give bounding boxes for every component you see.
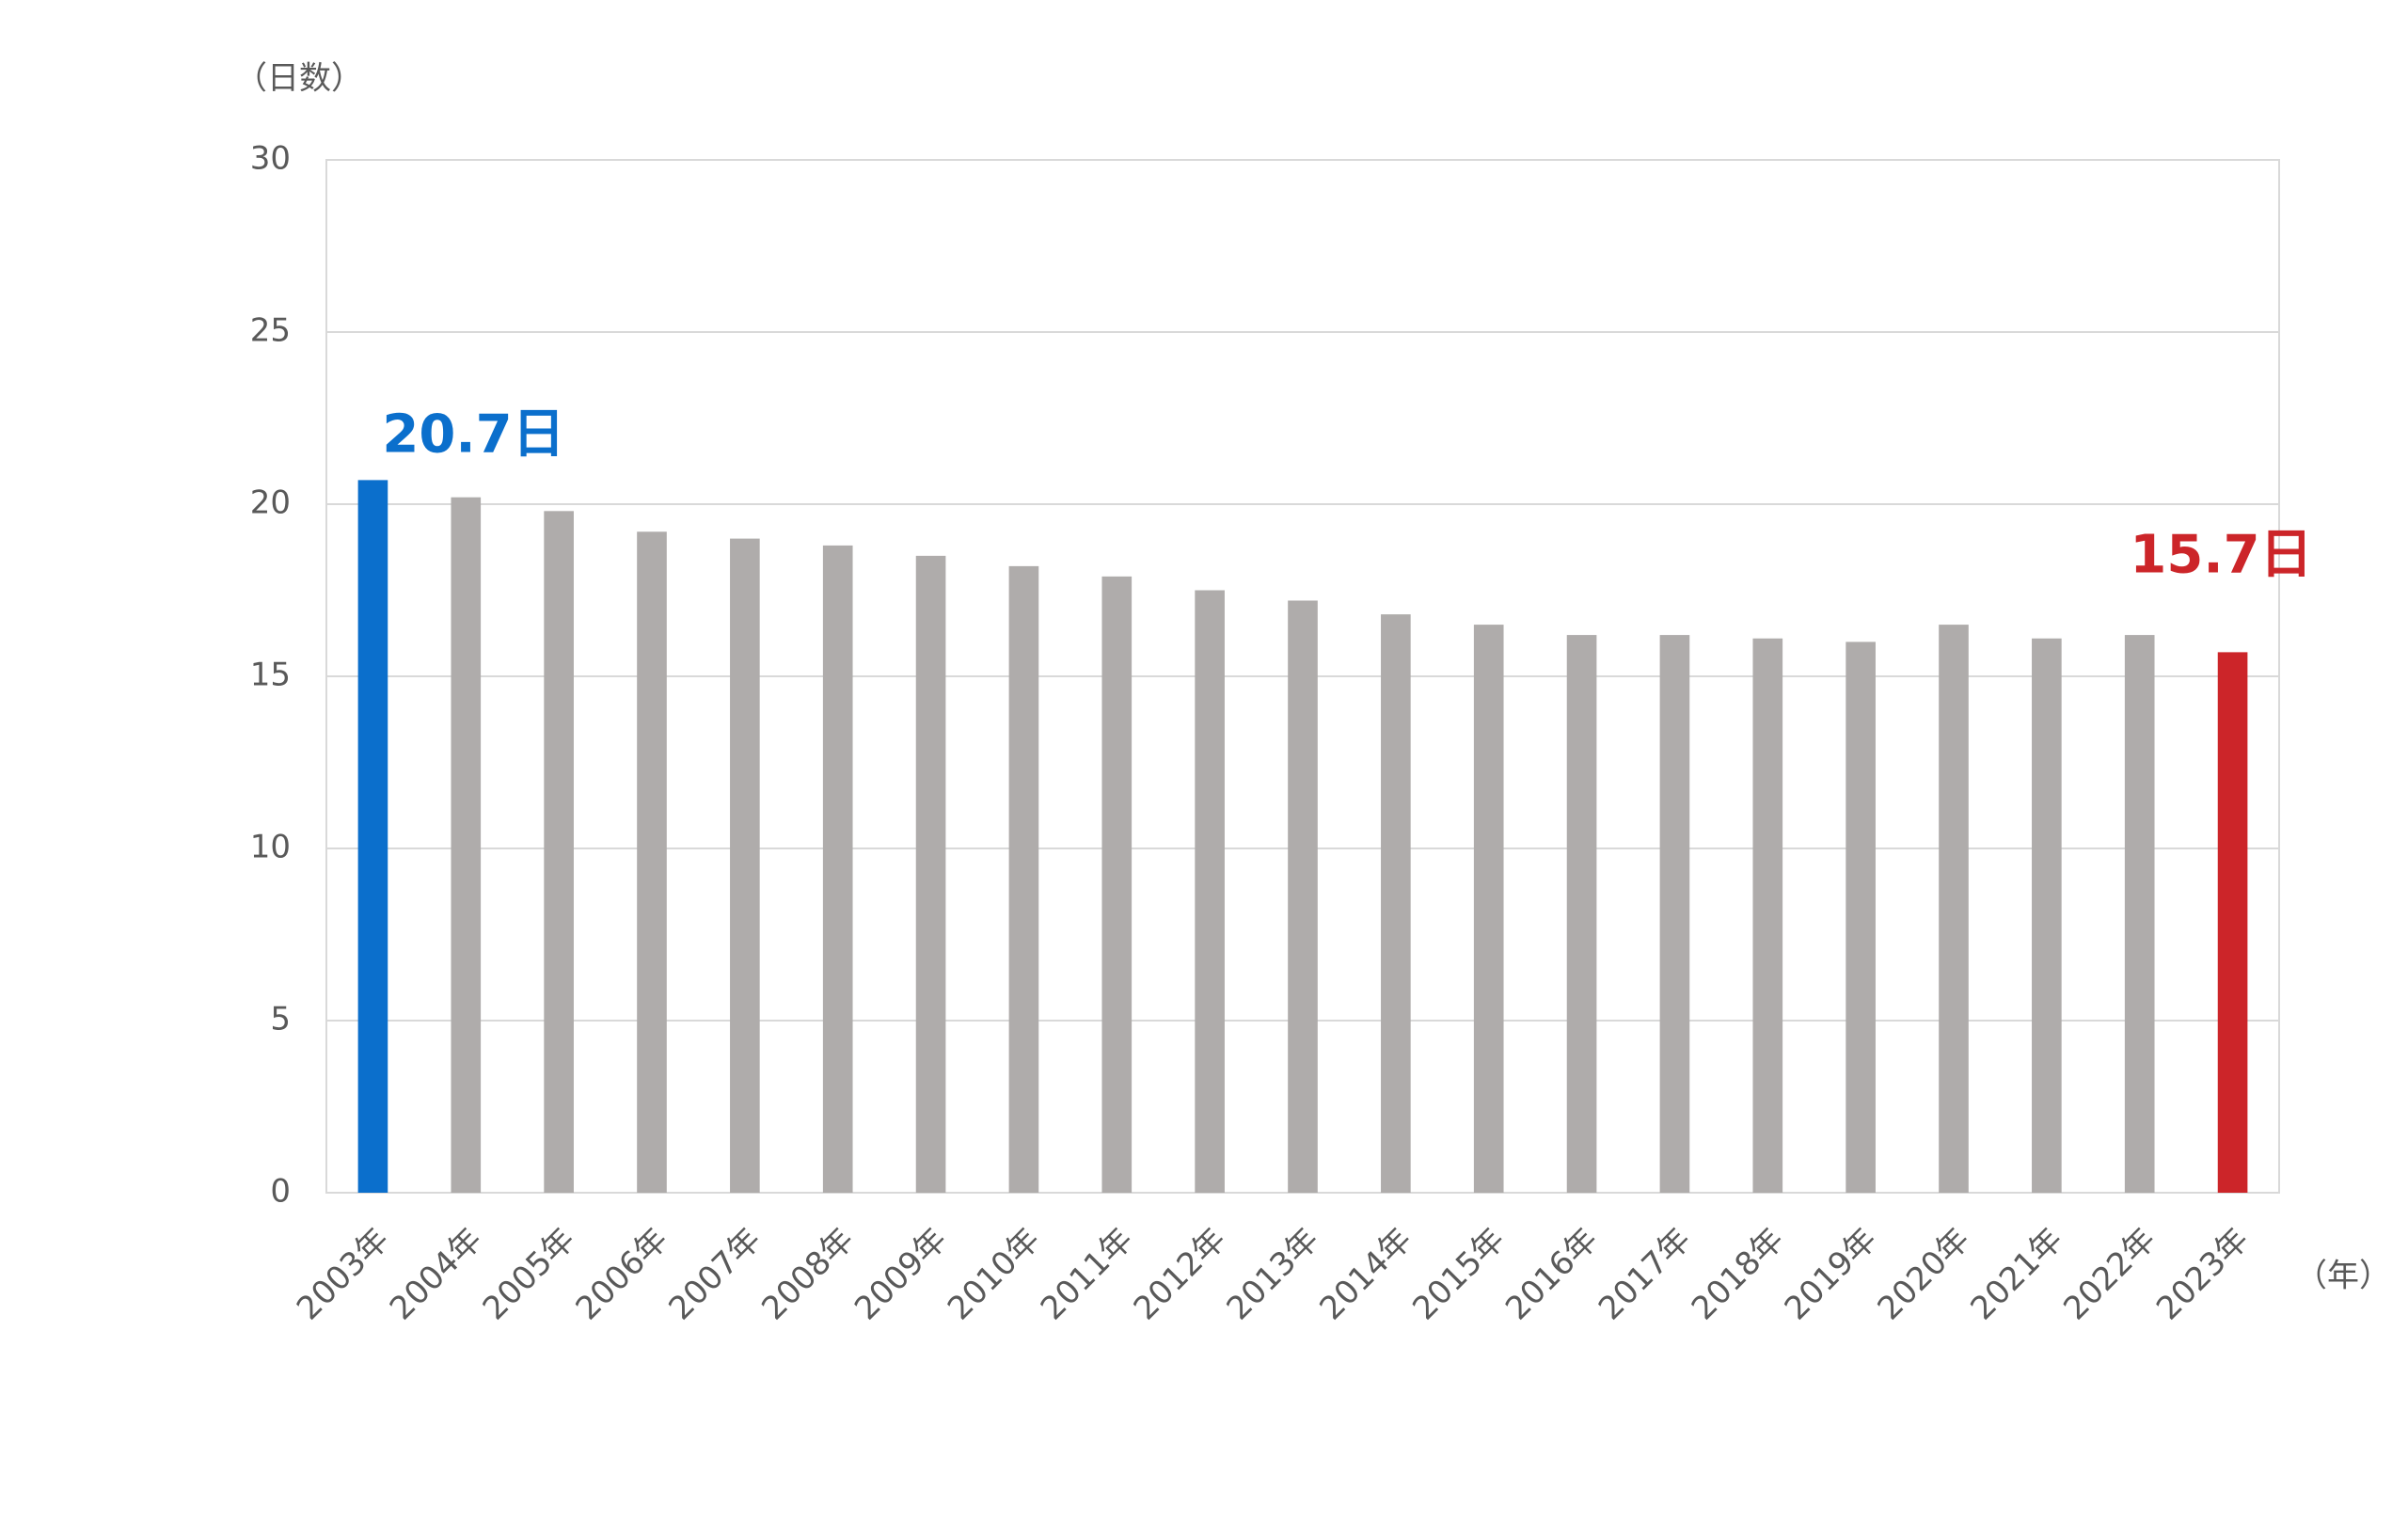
y-tick-label: 10 (250, 829, 291, 866)
bar (637, 531, 667, 1193)
y-tick-label: 20 (250, 484, 291, 522)
bar (1752, 638, 1783, 1193)
x-tick-label: 2009年 (848, 1221, 955, 1328)
bar (451, 497, 482, 1193)
x-tick-label: 2017年 (1592, 1221, 1699, 1328)
x-tick-label: 2008年 (754, 1221, 862, 1328)
bar (1659, 635, 1690, 1193)
bar (1566, 635, 1597, 1193)
bar (1473, 625, 1504, 1193)
bar (544, 511, 574, 1193)
bar (730, 538, 760, 1193)
data-label: 20.7日 (382, 404, 564, 466)
bar (1288, 600, 1318, 1193)
bar (1381, 614, 1411, 1193)
bar (1939, 625, 1969, 1193)
y-tick-label: 5 (270, 1001, 291, 1038)
x-tick-label: 2003年 (290, 1221, 397, 1328)
x-tick-label: 2019年 (1778, 1221, 1885, 1328)
y-tick-label: 15 (250, 657, 291, 694)
x-tick-label: 2010年 (941, 1221, 1048, 1328)
bar (1101, 576, 1133, 1193)
bar (1846, 642, 1876, 1193)
x-tick-label: 2018年 (1685, 1221, 1792, 1328)
data-label: 15.7日 (2130, 525, 2312, 586)
x-tick-label: 2012年 (1127, 1221, 1234, 1328)
x-tick-label: 2005年 (476, 1221, 583, 1328)
x-tick-label: 2011年 (1034, 1221, 1141, 1328)
x-tick-label: 2007年 (661, 1221, 768, 1328)
x-tick-label: 2006年 (569, 1221, 676, 1328)
bar (1195, 590, 1225, 1193)
x-tick-label: 2022年 (2056, 1221, 2163, 1328)
x-tick-label: 2021年 (1963, 1221, 2070, 1328)
x-tick-label: 2014年 (1312, 1221, 1419, 1328)
bar (2217, 652, 2248, 1193)
y-tick-label: 0 (270, 1173, 291, 1211)
x-tick-label: 2015年 (1405, 1221, 1513, 1328)
x-tick-label: 2004年 (383, 1221, 490, 1328)
y-axis-label: （日数） (235, 60, 363, 98)
bar (822, 545, 853, 1193)
bar (915, 555, 946, 1193)
bar (357, 480, 388, 1193)
bar (2124, 635, 2155, 1193)
bar (2032, 638, 2062, 1193)
bar (1008, 565, 1039, 1193)
x-axis-label: （年） (2295, 1258, 2391, 1295)
x-tick-label: 2020年 (1871, 1221, 1978, 1328)
x-tick-label: 2023年 (2149, 1221, 2257, 1328)
y-tick-label: 30 (250, 140, 291, 178)
x-tick-label: 2016年 (1498, 1221, 1606, 1328)
y-tick-label: 25 (250, 312, 291, 350)
x-tick-label: 2013年 (1220, 1221, 1327, 1328)
